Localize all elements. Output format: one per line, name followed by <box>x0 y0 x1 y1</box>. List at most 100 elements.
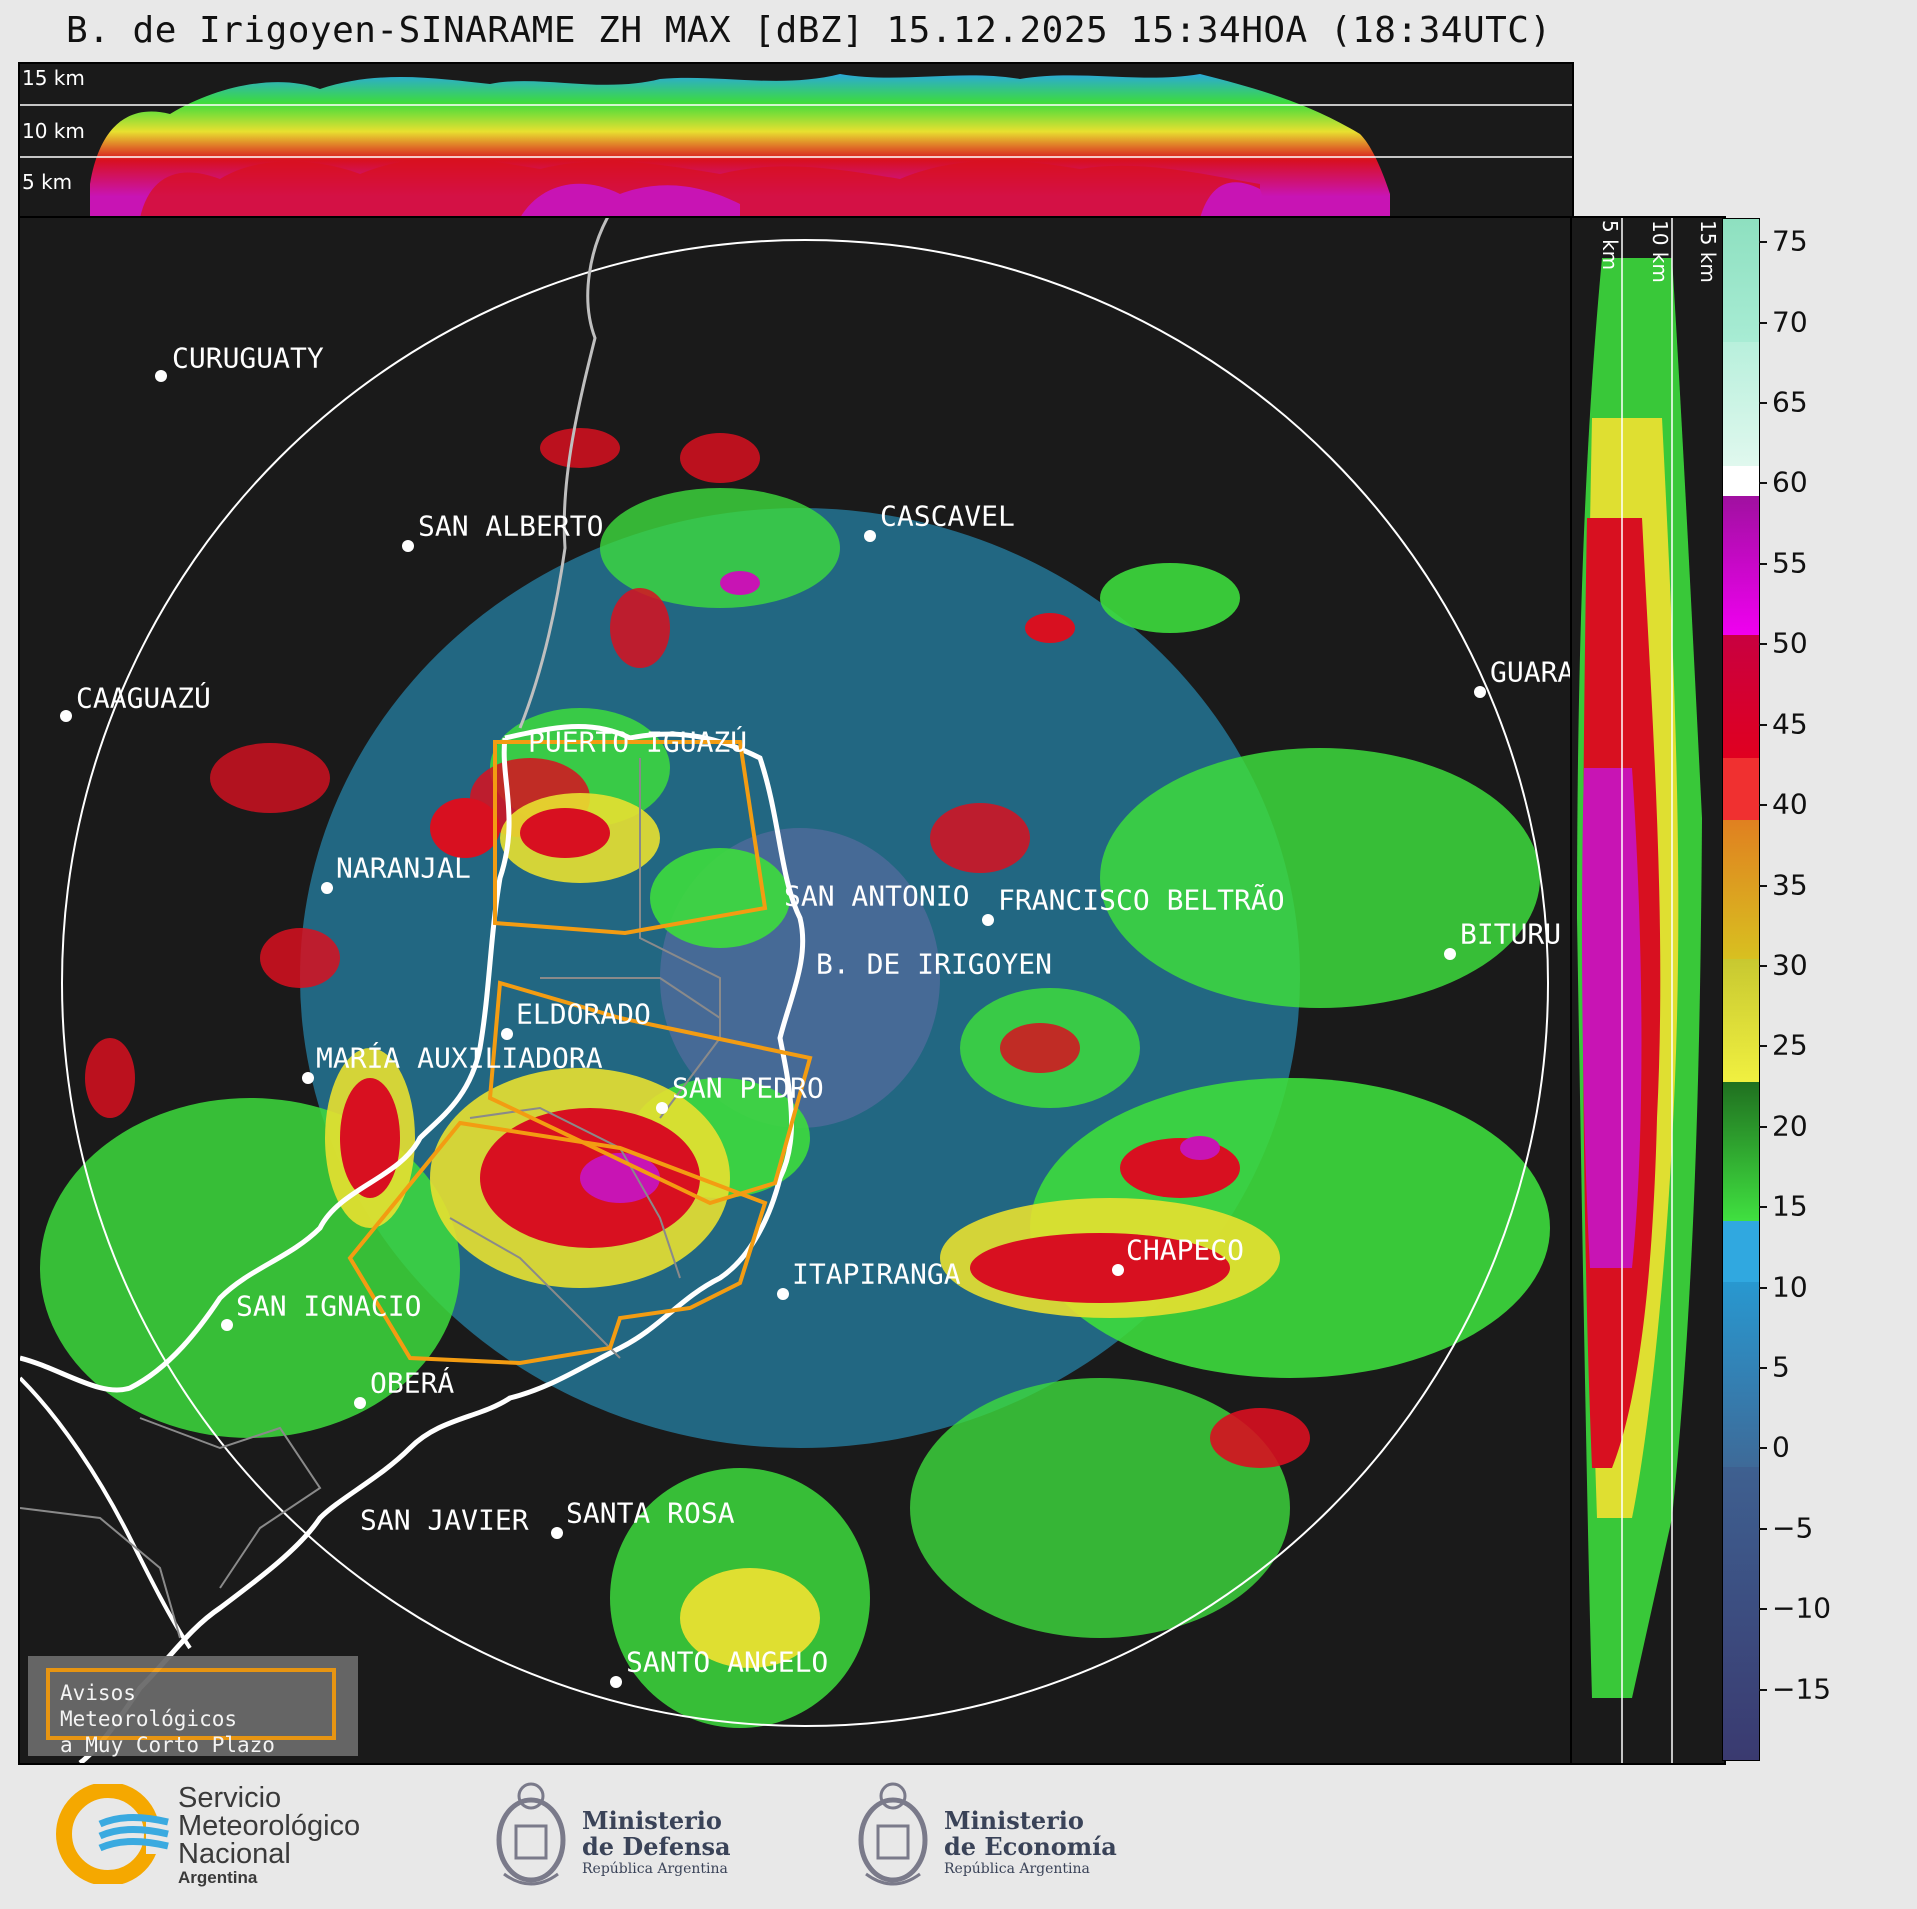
cb-label-70: 70 <box>1772 305 1808 339</box>
argentina-border-west <box>20 737 512 1393</box>
cb-tick <box>1759 1367 1767 1369</box>
city-label-chapeco: CHAPECO <box>1126 1233 1245 1267</box>
cb-tick <box>1759 482 1767 484</box>
city-dot-san-ignacio <box>221 1319 233 1331</box>
city-dot-francisco-beltrao <box>982 914 994 926</box>
national-seal-icon-2 <box>858 1782 928 1886</box>
cb-label-55: 55 <box>1772 546 1808 580</box>
legend-line-1: Avisos Meteorológicos <box>60 1681 238 1731</box>
cb-label-20: 20 <box>1772 1109 1808 1143</box>
cb-label-60: 60 <box>1772 465 1808 499</box>
smn-line-3: Nacional <box>178 1838 291 1870</box>
cb-tick <box>1759 1287 1767 1289</box>
cb-tick <box>1759 1689 1767 1691</box>
height-label-15km: 15 km <box>22 66 85 90</box>
warnings-legend: Avisos Meteorológicos a Muy Corto Plazo <box>28 1656 358 1757</box>
side-cross-section-panel: 5 km 10 km 15 km <box>1570 216 1726 1765</box>
economia-line-1: Ministerio <box>944 1806 1084 1835</box>
dbz-colorbar <box>1722 218 1760 1761</box>
paraguay-brazil-border <box>518 218 610 729</box>
top-cross-section-echoes <box>20 74 1572 218</box>
cb-tick <box>1759 1126 1767 1128</box>
city-dot-caaguazu <box>60 710 72 722</box>
city-dot-naranjal <box>321 882 333 894</box>
chart-title: B. de Irigoyen-SINARAME ZH MAX [dBZ] 15.… <box>66 10 1552 51</box>
cb-label-65: 65 <box>1772 385 1808 419</box>
cb-label-minus5: −5 <box>1772 1511 1814 1545</box>
city-label-b-de-irigoyen: B. DE IRIGOYEN <box>816 947 1053 981</box>
cb-tick <box>1759 804 1767 806</box>
range-ring <box>61 239 1549 1727</box>
city-label-obera: OBERÁ <box>370 1366 455 1400</box>
city-label-curuguaty: CURUGUATY <box>172 341 324 375</box>
city-dot-itapiranga <box>777 1288 789 1300</box>
economia-logo-text: Ministerio de Economía República Argenti… <box>944 1808 1117 1878</box>
economia-line-3: República Argentina <box>944 1861 1090 1877</box>
cb-label-minus10: −10 <box>1772 1591 1832 1625</box>
smn-line-4: Argentina <box>178 1868 258 1887</box>
city-dot-santo-angelo <box>610 1676 622 1688</box>
defensa-line-2: de Defensa <box>582 1832 731 1861</box>
city-dot-curuguaty <box>155 370 167 382</box>
city-label-bituru: BITURU <box>1460 917 1562 951</box>
side-height-label-5km: 5 km <box>1598 220 1622 271</box>
smn-logo-text: Servicio Meteorológico Nacional Argentin… <box>178 1784 360 1888</box>
city-dot-cascavel <box>864 530 876 542</box>
defensa-logo-text: Ministerio de Defensa República Argentin… <box>582 1808 731 1878</box>
city-dot-maria-auxiliadora <box>302 1072 314 1084</box>
cb-tick <box>1759 322 1767 324</box>
cb-tick <box>1759 241 1767 243</box>
cb-label-40: 40 <box>1772 787 1808 821</box>
city-label-san-javier: SAN JAVIER <box>360 1503 529 1537</box>
city-label-santo-angelo: SANTO ANGELO <box>626 1645 829 1679</box>
cb-label-35: 35 <box>1772 868 1808 902</box>
city-label-caaguazu: CAAGUAZÚ <box>76 681 211 715</box>
cb-label-minus15: −15 <box>1772 1672 1832 1706</box>
city-label-itapiranga: ITAPIRANGA <box>792 1257 961 1291</box>
cb-tick <box>1759 1528 1767 1530</box>
warning-polygon-eldorado[interactable] <box>487 980 813 1206</box>
cb-tick <box>1759 563 1767 565</box>
cb-label-45: 45 <box>1772 707 1808 741</box>
economia-line-2: de Economía <box>944 1832 1117 1861</box>
city-dot-chapeco <box>1112 1264 1124 1276</box>
city-label-san-antonio: SAN ANTONIO <box>784 879 970 913</box>
cb-tick <box>1759 643 1767 645</box>
city-dot-guara <box>1474 686 1486 698</box>
warning-polygons[interactable] <box>347 740 813 1366</box>
defensa-line-3: República Argentina <box>582 1861 728 1877</box>
warnings-legend-frame: Avisos Meteorológicos a Muy Corto Plazo <box>46 1668 336 1757</box>
height-label-10km: 10 km <box>22 119 85 143</box>
city-label-puerto-iguazu: PUERTO IGUAZÚ <box>528 725 748 759</box>
side-height-label-15km: 15 km <box>1696 220 1720 283</box>
smn-logo-icon <box>56 1784 172 1884</box>
radar-map-panel[interactable]: CURUGUATY SAN ALBERTO CASCAVEL CAAGUAZÚ … <box>18 216 1574 1765</box>
cb-label-15: 15 <box>1772 1189 1808 1223</box>
warning-polygon-iguazu[interactable] <box>493 740 768 936</box>
smn-line-1: Servicio <box>178 1782 282 1814</box>
city-label-naranjal: NARANJAL <box>336 851 471 885</box>
city-dot-san-alberto <box>402 540 414 552</box>
cb-tick <box>1759 1447 1767 1449</box>
cb-label-50: 50 <box>1772 626 1808 660</box>
city-label-san-pedro: SAN PEDRO <box>672 1071 824 1105</box>
city-label-maria-auxiliadora: MARÍA AUXILIADORA <box>316 1041 603 1075</box>
cb-label-25: 25 <box>1772 1028 1808 1062</box>
city-dot-san-pedro <box>656 1102 668 1114</box>
radar-map-canvas <box>20 218 1550 1763</box>
city-label-francisco-beltrao: FRANCISCO BELTRÃO <box>998 883 1285 917</box>
national-seal-icon <box>496 1782 566 1886</box>
smn-line-2: Meteorológico <box>178 1810 361 1842</box>
defensa-line-1: Ministerio <box>582 1806 722 1835</box>
city-label-san-ignacio: SAN IGNACIO <box>236 1289 422 1323</box>
cb-label-30: 30 <box>1772 948 1808 982</box>
cb-label-5: 5 <box>1772 1350 1790 1384</box>
cb-tick <box>1759 724 1767 726</box>
warning-polygon-south[interactable] <box>347 1120 768 1366</box>
province-border <box>20 1376 192 1650</box>
cb-tick <box>1759 885 1767 887</box>
city-label-santa-rosa: SANTA ROSA <box>566 1496 735 1530</box>
top-cross-section-panel: 15 km 10 km 5 km <box>18 62 1574 220</box>
city-label-san-alberto: SAN ALBERTO <box>418 509 604 543</box>
cb-tick <box>1759 402 1767 404</box>
